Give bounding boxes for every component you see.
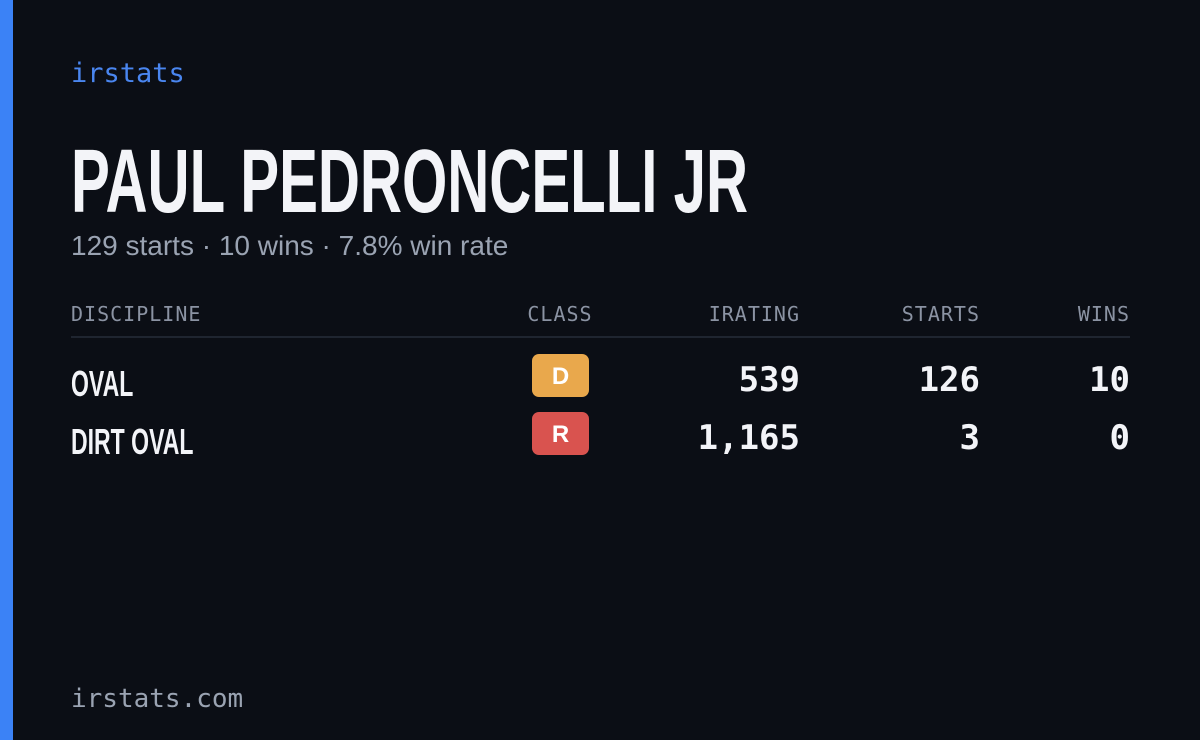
footer: irstats.com (71, 684, 243, 714)
column-header: STARTS (902, 302, 980, 326)
class-badge (532, 354, 589, 397)
column-header: WINS (1078, 302, 1130, 326)
table-header: DISCIPLINE CLASS IRATING STARTS WINS (71, 302, 1130, 326)
wins: 10 (1089, 360, 1130, 400)
irating: 539 (739, 360, 800, 400)
row: OVAL D 539 126 10 (71, 354, 1130, 404)
row: DIRT OVAL R 1,165 3 0 (71, 412, 1130, 462)
driver-summary: 129 starts · 10 wins · 7.8% win rate (71, 230, 508, 261)
brand: irstats (71, 58, 185, 89)
discipline-cell: DIRT OVAL (71, 423, 193, 462)
accent-bar (0, 0, 13, 740)
driver-name: PAUL PEDRONCELLI JR (71, 132, 748, 232)
discipline-cell: OVAL (71, 365, 133, 404)
discipline: DIRT OVAL (71, 423, 193, 462)
column-header: IRATING (709, 302, 800, 326)
class-letter: D (552, 363, 569, 390)
class-badge (532, 412, 589, 455)
starts: 126 (919, 360, 980, 400)
column-header: CLASS (527, 302, 592, 326)
wins: 0 (1110, 418, 1130, 458)
starts: 3 (960, 418, 980, 458)
irating: 1,165 (698, 418, 800, 458)
column-header: DISCIPLINE (71, 302, 201, 326)
class-letter: R (552, 421, 569, 448)
discipline: OVAL (71, 365, 133, 404)
table-body: OVAL D 539 126 10 DIRT OVAL R 1,165 3 0 (71, 354, 1130, 462)
